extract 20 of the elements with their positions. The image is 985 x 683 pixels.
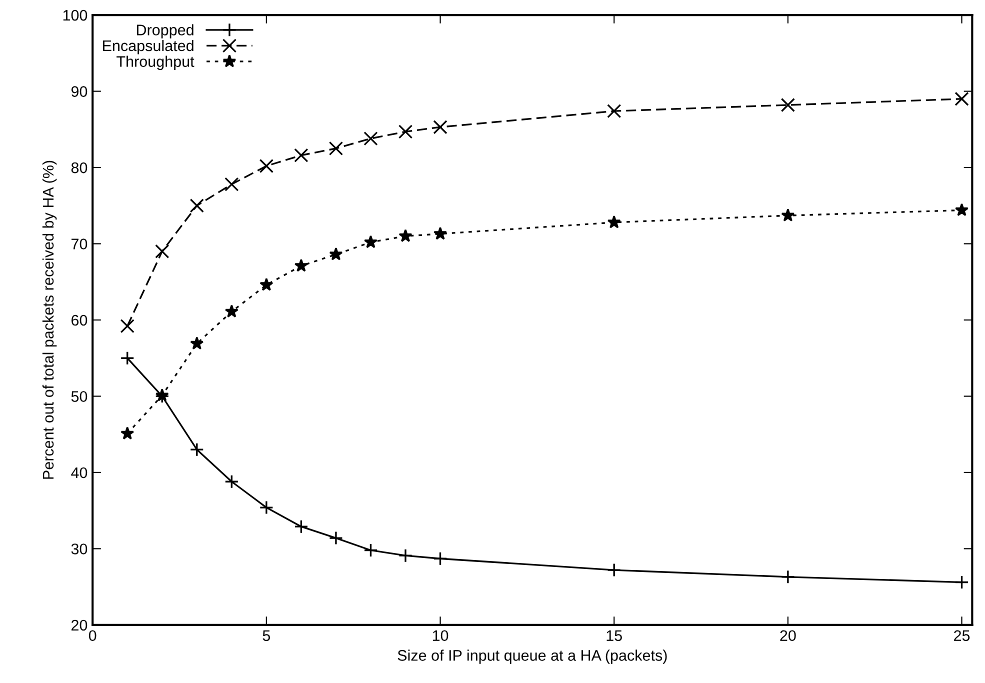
y-axis-title: Percent out of total packets received by HA (%) <box>42 160 57 479</box>
x-tick-label: 15 <box>606 630 622 642</box>
y-tick-label: 50 <box>71 391 88 402</box>
x-tick-label: 25 <box>954 630 970 642</box>
x-tick-label: 10 <box>432 630 448 642</box>
y-tick-label: 80 <box>71 162 88 174</box>
y-tick-label: 40 <box>71 467 88 478</box>
x-tick-label: 5 <box>262 630 270 642</box>
x-axis-title: Size of IP input queue at a HA (packets) <box>398 650 667 664</box>
x-tick-label: 20 <box>780 630 796 642</box>
y-tick-label: 90 <box>71 86 88 97</box>
y-tick-label: 60 <box>72 314 88 326</box>
legend-label: Encapsulated <box>103 40 194 54</box>
y-tick-label: 20 <box>72 620 88 631</box>
y-tick-label: 30 <box>71 544 88 554</box>
y-tick-label: 70 <box>72 238 88 250</box>
legend-label: Dropped <box>136 24 194 38</box>
legend-label: Throughput <box>116 56 194 70</box>
x-tick-label: 0 <box>88 630 96 642</box>
y-tick-label: 100 <box>63 10 88 21</box>
